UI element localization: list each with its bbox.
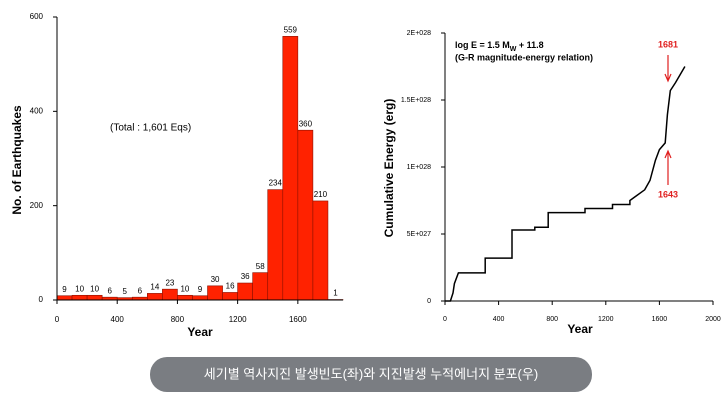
x-tick-label: 1600 (652, 316, 668, 323)
formula-part: + 11.8 (516, 40, 543, 50)
x-tick-label: 800 (546, 316, 558, 323)
data-label: 10 (180, 284, 189, 293)
x-tick-label: 400 (111, 315, 125, 324)
y-tick-label: 2E+028 (407, 30, 431, 37)
data-label: 210 (314, 190, 328, 199)
energy-line (445, 66, 686, 302)
y-tick-label: 200 (30, 201, 44, 210)
data-label: 234 (269, 179, 283, 188)
data-label: 5 (123, 287, 128, 296)
y-tick-label: 400 (30, 106, 44, 115)
caption: 세기별 역사지진 발생빈도(좌)와 지진발생 누적에너지 분포(우) (204, 366, 538, 381)
annotation: (Total : 1,601 Eqs) (110, 123, 191, 134)
data-label: 559 (284, 25, 298, 34)
bar (252, 272, 269, 301)
x-axis-label: Year (187, 325, 213, 339)
arrow-1643 (664, 149, 672, 185)
bar (177, 294, 193, 301)
formula-part: log E = 1.5 M (455, 40, 510, 50)
marker-1643: 1643 (658, 189, 678, 199)
y-tick-label: 0 (39, 295, 44, 304)
data-label: 9 (62, 285, 67, 294)
data-label: 14 (150, 283, 159, 292)
bar (312, 200, 329, 301)
data-label: 58 (256, 262, 265, 271)
data-label: 6 (138, 286, 143, 295)
data-label: 23 (165, 278, 174, 287)
x-tick-label: 0 (55, 315, 60, 324)
formula-part: W (510, 46, 517, 53)
data-label: 1 (333, 289, 338, 298)
y-tick-label: 1.5E+028 (401, 97, 431, 104)
x-tick-label: 1200 (229, 315, 247, 324)
bar (192, 295, 208, 301)
x-tick-label: 0 (443, 316, 447, 323)
x-tick-label: 400 (493, 316, 505, 323)
caption-pill (150, 357, 592, 392)
x-tick-label: 800 (171, 315, 185, 324)
bar (237, 282, 253, 301)
y-tick-label: 1E+028 (407, 164, 431, 171)
formula: log E = 1.5 MW + 11.8 (455, 40, 544, 52)
data-label: 9 (198, 285, 203, 294)
relation-note: (G-R magnitude-energy relation) (455, 52, 593, 62)
data-label: 16 (226, 282, 235, 291)
y-axis-label: No. of Earthquakes (10, 105, 24, 215)
bar (267, 189, 284, 301)
bar (147, 293, 163, 301)
marker-1681: 1681 (658, 39, 678, 49)
bar (86, 294, 103, 301)
data-label: 30 (211, 275, 220, 284)
data-label: 10 (90, 284, 99, 293)
y-tick-label: 5E+027 (407, 231, 431, 238)
y-tick-label: 0 (427, 298, 431, 305)
bar (207, 285, 223, 301)
data-label: 10 (75, 284, 84, 293)
bar (56, 295, 73, 301)
bar (71, 294, 88, 301)
y-axis-label: Cumulative Energy (erg) (382, 99, 396, 238)
data-label: 36 (241, 272, 250, 281)
bar (282, 36, 299, 301)
x-tick-label: 2000 (705, 316, 721, 323)
x-axis-label: Year (567, 322, 593, 336)
data-label: 6 (107, 286, 112, 295)
bar (162, 288, 178, 301)
y-tick-label: 600 (30, 12, 44, 21)
bar (297, 129, 314, 301)
x-tick-label: 1200 (598, 316, 614, 323)
bar (222, 292, 238, 301)
arrow-1681 (664, 55, 672, 83)
x-tick-label: 1600 (289, 315, 307, 324)
data-label: 360 (299, 119, 313, 128)
